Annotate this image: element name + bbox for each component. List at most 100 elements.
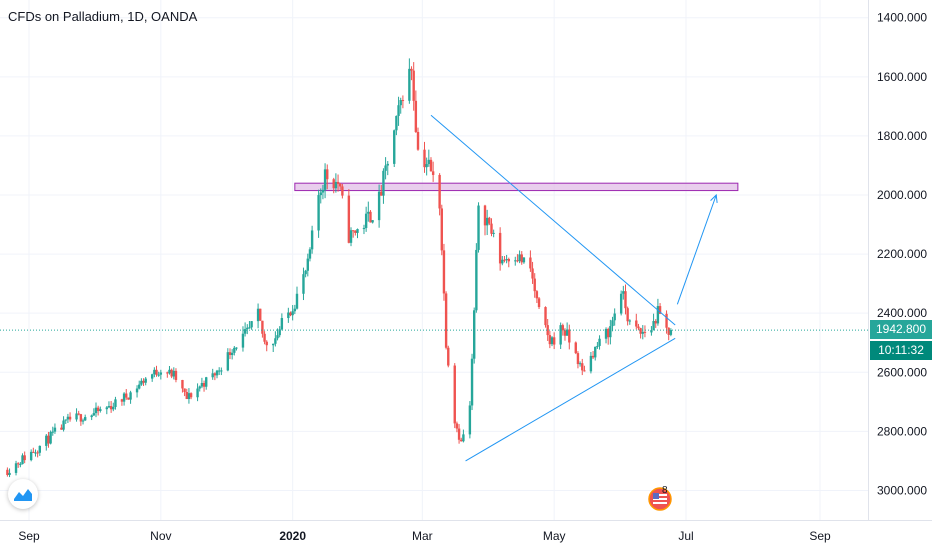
time-tick-label: Sep (18, 529, 40, 543)
candle-body (591, 355, 595, 358)
candle-body (641, 331, 644, 334)
candle-body (45, 435, 48, 446)
candle-body (310, 230, 314, 250)
candle (230, 349, 234, 360)
candle (423, 141, 426, 173)
candle-body (364, 213, 368, 228)
candle-body (293, 308, 297, 312)
candle-body (150, 374, 154, 379)
upper-trendline[interactable] (430, 114, 676, 326)
candle (166, 371, 169, 378)
candle-body (425, 164, 428, 168)
candle-body (289, 312, 292, 316)
candle-body (278, 329, 281, 336)
candle-body (205, 377, 208, 387)
candle (8, 468, 11, 478)
candle (138, 380, 141, 390)
candle (49, 430, 52, 445)
price-axis[interactable]: 3000.000 2800.000 2600.000 2400.000 2200.000… (877, 11, 927, 498)
candle (356, 228, 359, 239)
price-tick-label: 2800.000 (877, 424, 927, 438)
candle (259, 308, 262, 321)
candle (217, 367, 221, 375)
candle-body (665, 313, 668, 328)
us-flag-event-icon[interactable] (648, 487, 672, 511)
candle-body (16, 463, 20, 465)
candle-body (596, 345, 599, 347)
candle (447, 345, 450, 368)
candle-body (112, 406, 115, 410)
candle (120, 398, 124, 406)
lower-trendline[interactable] (465, 337, 676, 462)
candle-body (157, 374, 160, 376)
candle (410, 66, 413, 81)
candle-body (574, 342, 577, 354)
candle-body (349, 230, 353, 243)
candle-body (326, 169, 329, 180)
candle (596, 342, 599, 349)
candle (187, 388, 191, 404)
candle-body (53, 427, 57, 432)
candle (181, 379, 184, 393)
price-tick-label: 2600.000 (877, 365, 927, 379)
candle-body (29, 451, 33, 461)
time-axis[interactable]: Sep Nov 2020 Mar May Jul Sep (18, 529, 831, 543)
candle-body (92, 413, 96, 416)
candle (243, 322, 247, 337)
candle-body (414, 100, 418, 132)
candle-body (308, 249, 312, 259)
candle (92, 408, 96, 416)
candle (609, 319, 612, 345)
candle-body (248, 327, 251, 329)
candle-body (447, 347, 450, 366)
candle-body (559, 325, 562, 345)
candle-body (220, 370, 223, 372)
candle-body (477, 205, 480, 250)
candle (431, 161, 435, 182)
candle (639, 327, 642, 339)
candle-body (144, 378, 147, 383)
candle-body (233, 347, 236, 353)
candle-body (563, 330, 567, 336)
candle (127, 397, 130, 400)
candle-body (550, 337, 554, 345)
candle (289, 311, 292, 317)
candle-body (336, 181, 340, 184)
candle-body (488, 217, 491, 224)
candle (235, 347, 238, 351)
candle-body (107, 406, 111, 408)
candle (129, 390, 132, 404)
candle (654, 319, 657, 328)
projection-arrow[interactable] (676, 193, 718, 305)
candle (516, 254, 519, 263)
candle-body (369, 211, 372, 223)
candle (157, 371, 160, 377)
resistance-zone[interactable] (294, 182, 739, 192)
candle (185, 388, 188, 400)
candle-body (453, 365, 456, 424)
candle (265, 340, 268, 352)
candle (518, 250, 521, 264)
candle (226, 348, 230, 372)
time-tick-label: Nov (150, 529, 171, 543)
tradingview-logo[interactable] (8, 479, 38, 509)
candle (399, 97, 402, 114)
last-price-badge: 1942.800 (870, 320, 932, 340)
candle-body (287, 312, 290, 319)
candle-body (321, 189, 325, 193)
candle-body (142, 380, 145, 383)
candle-body (462, 434, 465, 442)
candle (341, 183, 344, 199)
candle (581, 358, 584, 376)
candle-body (280, 318, 284, 330)
candle (246, 324, 249, 335)
candle-body (507, 258, 510, 262)
candle (122, 392, 126, 406)
candle (159, 369, 163, 380)
candle (144, 377, 147, 386)
candle (334, 173, 338, 193)
candle-body (94, 407, 98, 414)
candle-body (122, 393, 126, 402)
candle (317, 189, 320, 238)
